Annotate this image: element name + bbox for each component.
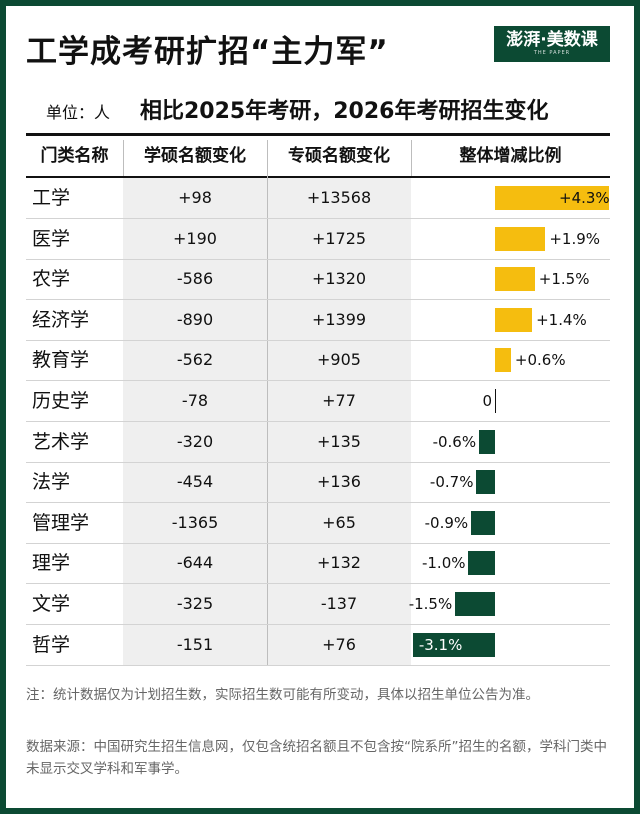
header-rule [26, 176, 610, 178]
ratio-label: +1.5% [538, 270, 590, 289]
zhuanshuo-change: -137 [320, 594, 358, 613]
zhuanshuo-change: +905 [317, 350, 361, 370]
zhuanshuo-change: +77 [322, 391, 356, 410]
header-ratio: 整体增减比例 [459, 146, 562, 166]
xueshuo-change: -562 [176, 350, 214, 370]
xueshuo-change: -644 [176, 553, 214, 573]
category-name: 教育学 [32, 349, 90, 372]
ratio-bar [476, 470, 495, 495]
ratio-bar [495, 267, 535, 292]
ratio-label: +0.6% [514, 351, 566, 370]
ratio-bar [495, 186, 609, 210]
table-row: 法学 -454 +136 -0.7% [26, 462, 610, 504]
ratio-label: 0 [482, 392, 492, 410]
table-row: 经济学 -890 +1399 +1.4% [26, 300, 610, 341]
ratio-label: -1.5% [408, 595, 453, 613]
category-name: 艺术学 [32, 430, 90, 453]
zero-axis [495, 389, 496, 413]
table-row: 理学 -644 +132 -1.0% [26, 543, 610, 585]
xueshuo-change: -325 [176, 594, 214, 613]
zhuanshuo-change: +135 [317, 431, 361, 451]
column-divider [267, 140, 268, 666]
category-name: 工学 [32, 187, 71, 209]
zhuanshuo-change: +132 [317, 553, 361, 573]
ratio-label: -0.6% [432, 432, 477, 451]
header-zhuanshuo: 专硕名额变化 [288, 146, 390, 166]
zhuanshuo-change: +76 [322, 634, 356, 654]
page-title: 工学成考研扩招“主力军” [26, 34, 389, 70]
ratio-bar [479, 429, 495, 454]
chart-subtitle: 相比2025年考研，2026年考研招生变化 [140, 99, 549, 124]
category-name: 历史学 [32, 390, 90, 412]
table-row: 历史学 -78 +77 0 [26, 381, 610, 422]
header-category: 门类名称 [40, 146, 109, 166]
xueshuo-change: -320 [176, 431, 214, 451]
zhuanshuo-change: +1725 [311, 228, 367, 248]
footnote: 注：统计数据仅为计划招生数，实际招生数可能有所变动，具体以招生单位公告为准。 [26, 687, 539, 703]
category-name: 理学 [32, 552, 71, 575]
ratio-label: +1.4% [536, 310, 587, 329]
ratio-label: +1.9% [549, 229, 601, 248]
unit-label: 单位：人 [46, 103, 111, 122]
header-xueshuo: 学硕名额变化 [144, 146, 246, 166]
table-row: 教育学 -562 +905 +0.6% [26, 340, 610, 382]
category-name: 医学 [32, 227, 71, 250]
data-source: 数据来源：中国研究生招生信息网，仅包含统招名额且不包含按“院系所”招生的名额，学… [26, 739, 607, 777]
zhuanshuo-change: +1320 [311, 269, 367, 289]
category-name: 管理学 [32, 511, 90, 534]
zhuanshuo-change: +136 [317, 472, 361, 492]
xueshuo-change: -1365 [171, 512, 219, 532]
category-name: 文学 [32, 593, 71, 615]
ratio-bar [495, 307, 533, 332]
xueshuo-change: -151 [176, 634, 214, 654]
ratio-bar [495, 348, 511, 373]
xueshuo-change: -78 [181, 391, 209, 410]
xueshuo-change: -454 [176, 472, 214, 492]
top-rule [26, 133, 610, 136]
logo-text: 澎湃·美数课 [506, 30, 598, 50]
zhuanshuo-change: +13568 [306, 188, 372, 207]
zhuanshuo-change: +1399 [311, 309, 367, 329]
ratio-label: +4.3% [559, 189, 610, 207]
ratio-label: -0.7% [429, 473, 474, 492]
table-row: 哲学 -151 +76 -3.1% [26, 625, 610, 666]
xueshuo-change: +190 [173, 228, 217, 248]
table-row: 文学 -325 -137 -1.5% [26, 584, 610, 625]
ratio-bar [412, 632, 495, 657]
category-name: 法学 [32, 471, 71, 494]
category-name: 经济学 [32, 308, 90, 331]
xueshuo-change: -890 [176, 309, 214, 329]
table-row: 艺术学 -320 +135 -0.6% [26, 422, 610, 463]
ratio-label: -1.0% [421, 554, 466, 573]
table-row: 管理学 -1365 +65 -0.9% [26, 503, 610, 544]
category-name: 哲学 [32, 633, 71, 656]
ratio-label: -0.9% [424, 513, 469, 532]
ratio-bar [471, 510, 495, 535]
ratio-bar [468, 551, 495, 576]
column-divider [411, 140, 412, 176]
xueshuo-change: -586 [176, 269, 214, 289]
column-divider [123, 140, 124, 176]
xueshuo-change: +98 [178, 188, 212, 207]
table-row: 医学 +190 +1725 +1.9% [26, 219, 610, 260]
ratio-bar [495, 226, 546, 251]
ratio-label: -3.1% [418, 635, 463, 654]
brand-logo: 澎湃·美数课 THE PAPER [494, 26, 610, 62]
ratio-bar [455, 592, 495, 616]
category-name: 农学 [32, 268, 71, 291]
table-row: 工学 +98 +13568 +4.3% [26, 178, 610, 219]
table-row: 农学 -586 +1320 +1.5% [26, 259, 610, 301]
zhuanshuo-change: +65 [322, 512, 356, 532]
logo-subtext: THE PAPER [533, 50, 571, 56]
